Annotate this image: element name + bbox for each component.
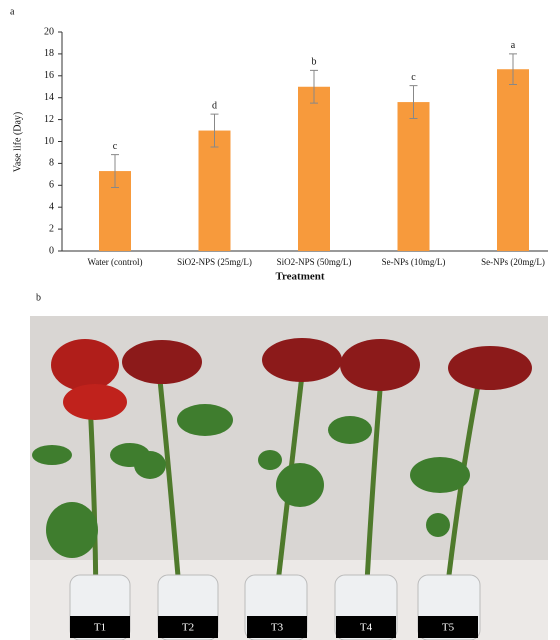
y-tick-label: 8 xyxy=(49,158,54,169)
treatment-label: T3 xyxy=(271,622,284,634)
bar xyxy=(497,69,529,251)
x-tick-label: Se-NPs (10mg/L) xyxy=(382,257,446,267)
significance-letter: a xyxy=(511,40,516,51)
treatment-label: T2 xyxy=(182,622,194,634)
treatment-label: T4 xyxy=(360,622,373,634)
panel-label: b xyxy=(36,292,41,303)
figure: a b Vase life (Day) Treatment 0 2 4 6 xyxy=(0,0,560,640)
x-tick-label: SiO2-NPS (50mg/L) xyxy=(277,257,352,267)
y-axis-label: Vase life (Day) xyxy=(12,112,23,173)
x-tick-label: SiO2-NPS (25mg/L) xyxy=(177,257,252,267)
significance-letter: c xyxy=(411,72,416,83)
x-axis-label: Treatment xyxy=(275,271,324,283)
y-tick-label: 4 xyxy=(49,201,54,212)
significance-letter: d xyxy=(212,100,217,111)
significance-letter: c xyxy=(113,141,118,152)
y-tick-label: 2 xyxy=(49,223,54,234)
y-tick-label: 6 xyxy=(49,180,54,191)
bar xyxy=(199,131,231,251)
y-tick-label: 12 xyxy=(44,114,54,125)
treatment-label: T1 xyxy=(94,622,106,634)
significance-letter: b xyxy=(312,57,317,68)
x-tick-label: Water (control) xyxy=(88,257,143,267)
bar xyxy=(298,87,330,251)
y-tick-label: 18 xyxy=(44,48,54,59)
photo xyxy=(30,316,548,640)
y-tick-label: 14 xyxy=(44,92,54,103)
bar xyxy=(398,102,430,251)
y-tick-label: 16 xyxy=(44,70,54,81)
panel-label: a xyxy=(10,6,15,17)
y-tick-label: 0 xyxy=(49,245,54,256)
treatment-label: T5 xyxy=(442,622,455,634)
x-tick-label: Se-NPs (20mg/L) xyxy=(481,257,545,267)
y-tick-label: 10 xyxy=(44,136,54,147)
y-tick-label: 20 xyxy=(44,26,54,37)
